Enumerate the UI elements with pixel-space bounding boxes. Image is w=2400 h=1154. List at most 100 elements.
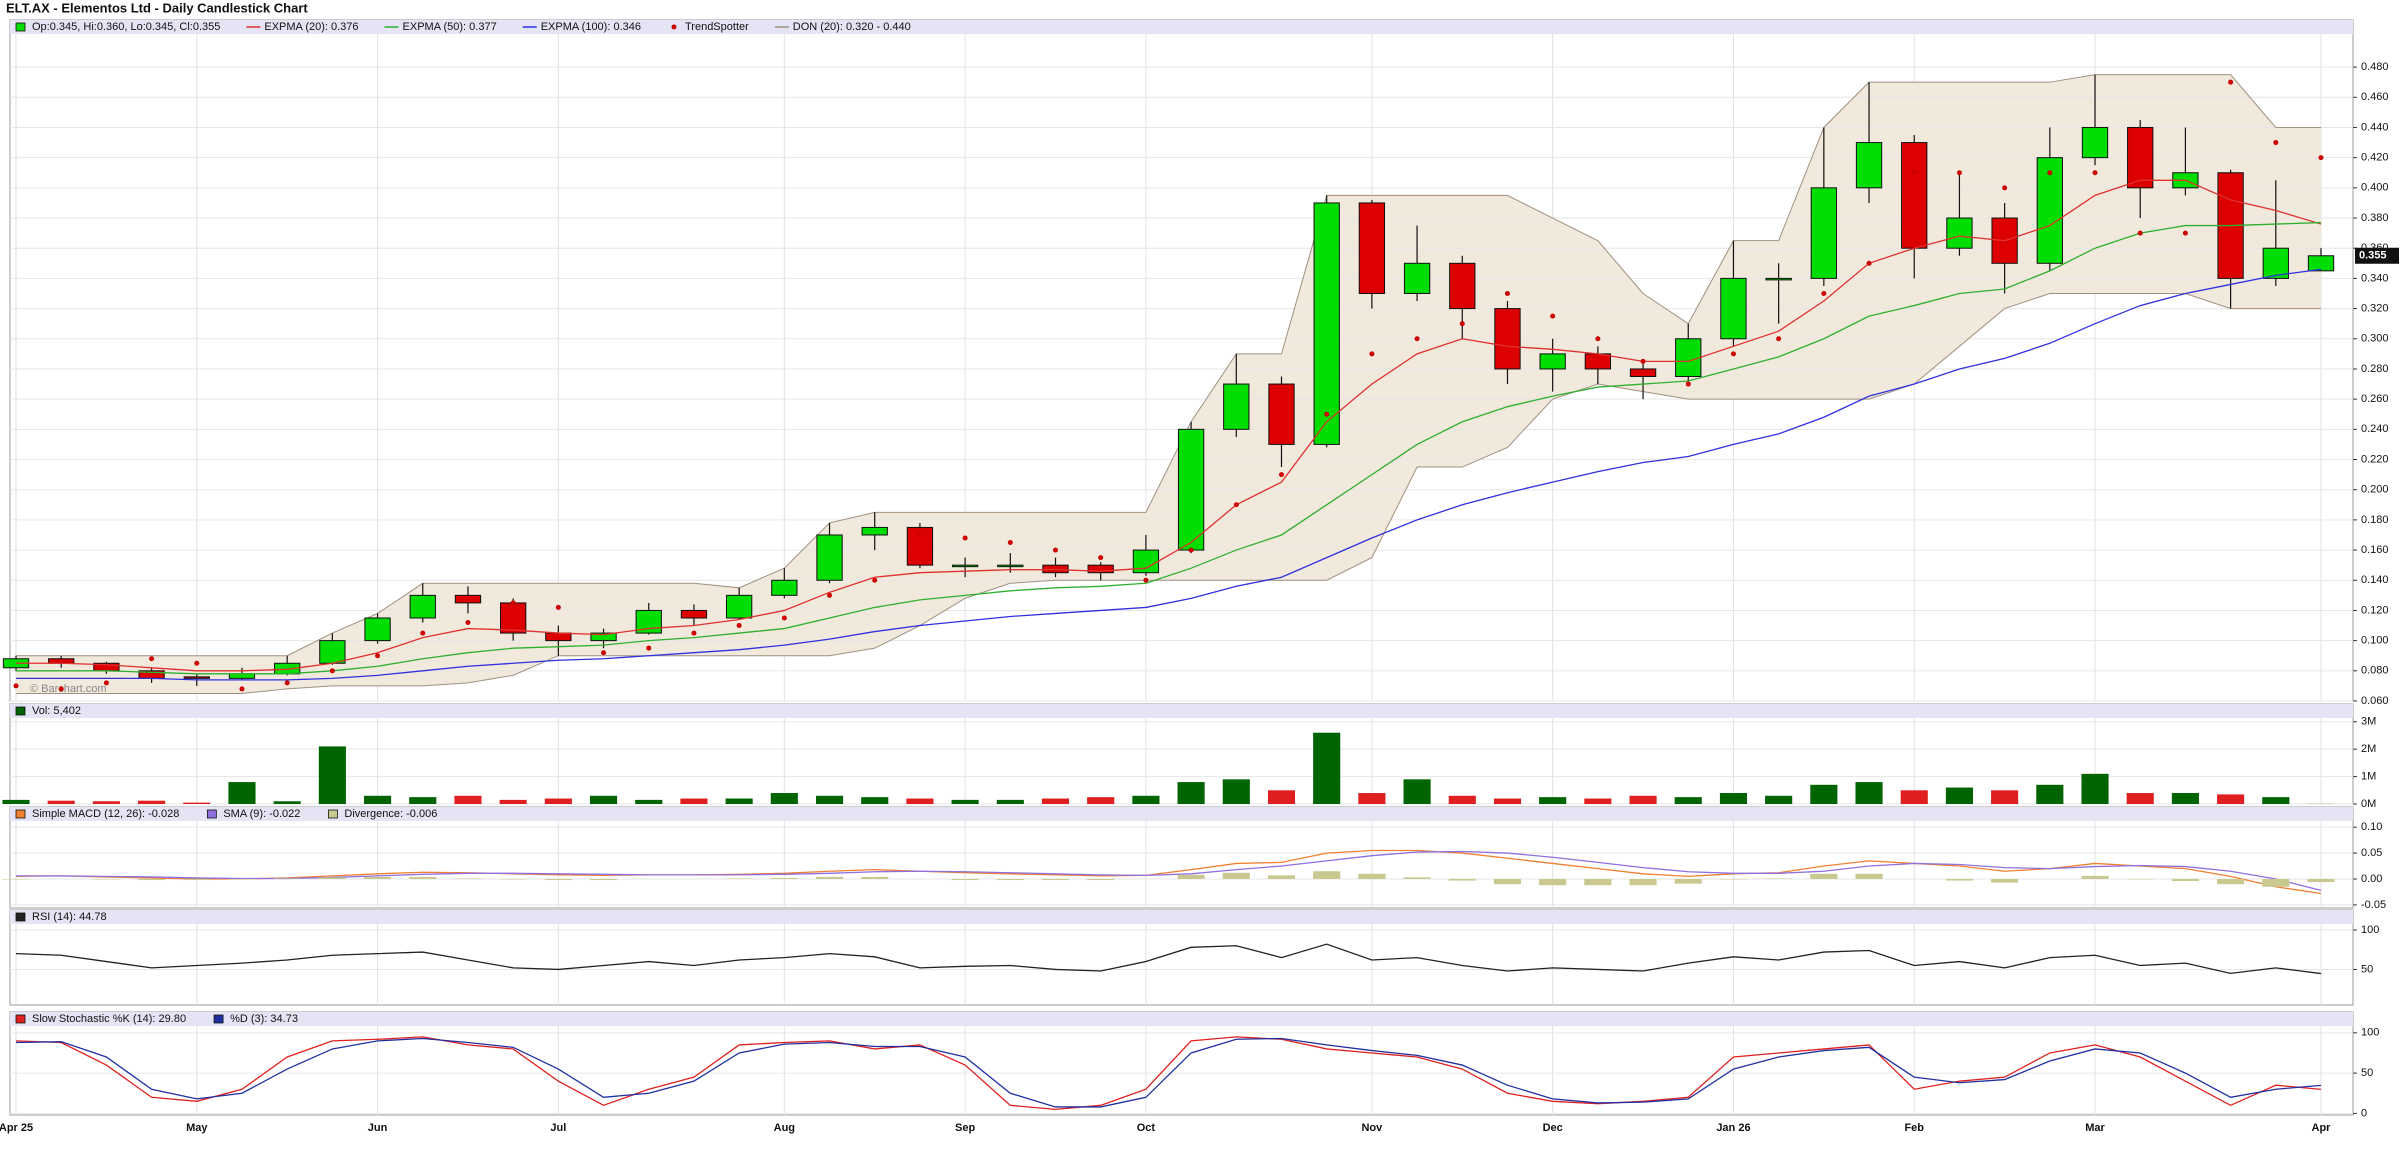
volume-bar: [1448, 795, 1476, 804]
trendspotter-dot: [1595, 336, 1601, 342]
volume-bar: [138, 800, 166, 804]
divergence-bar: [815, 876, 844, 879]
divergence-bar: [589, 878, 618, 881]
trendspotter-dot: [691, 630, 697, 636]
divergence-bar: [1945, 878, 1973, 881]
x-tick-label: Mar: [2085, 1122, 2105, 1134]
divergence-bar: [138, 878, 166, 881]
y-tick-label: 0.140: [2361, 574, 2389, 586]
trendspotter-dot: [1098, 555, 1104, 561]
volume-bar: [2262, 797, 2290, 804]
don-line: [16, 74, 2321, 657]
panel: [9, 806, 2354, 909]
x-tick-label: May: [186, 1122, 208, 1134]
legend-swatch: [671, 24, 677, 30]
volume-bar: [1222, 779, 1250, 804]
trendspotter-dot: [1324, 411, 1330, 417]
trendspotter-dot: [827, 592, 833, 598]
divergence-bar: [1991, 878, 2019, 883]
candle-body: [635, 609, 662, 634]
trendspotter-dot: [465, 620, 471, 626]
volume-bar: [2036, 784, 2064, 804]
trendspotter-dot: [2137, 230, 2143, 236]
volume-bar: [1719, 793, 1748, 804]
divergence-bar: [92, 878, 120, 880]
candle-body: [1177, 428, 1205, 551]
last-price-box: [2355, 247, 2399, 264]
volume-bar: [47, 800, 75, 804]
volume-bar: [2, 799, 30, 804]
divergence-bar: [1629, 878, 1657, 886]
x-tick-label: Apr 25: [0, 1122, 33, 1134]
y-tick-label: 0.180: [2361, 514, 2389, 526]
volume-bar: [1855, 782, 1883, 804]
line: [16, 268, 2322, 681]
divergence-bar: [1855, 873, 1883, 879]
y-tick-label: 0.280: [2361, 363, 2389, 375]
trendspotter-dot: [239, 686, 245, 692]
trendspotter-dot: [2228, 79, 2234, 85]
candle-body: [1765, 277, 1792, 281]
x-tick-label: Nov: [1361, 1122, 1383, 1134]
y-tick-label: 0.260: [2361, 393, 2389, 405]
y-tick-label: 0.220: [2361, 453, 2389, 465]
volume-bar: [770, 793, 798, 804]
y-tick-label: 0.420: [2361, 152, 2389, 164]
volume-bar: [906, 798, 934, 804]
divergence-bar: [1493, 878, 1522, 885]
volume-bar: [996, 799, 1024, 804]
line: [16, 179, 2322, 672]
legend-label: DON (20): 0.320 - 0.440: [793, 21, 911, 33]
trendspotter-dot: [194, 660, 200, 666]
y-tick-label: 0: [2361, 1107, 2367, 1119]
candle-body: [48, 658, 75, 664]
divergence-bar: [228, 878, 256, 880]
divergence-bar: [1177, 874, 1205, 879]
trendspotter-dot: [646, 645, 652, 651]
candle-body: [1449, 262, 1476, 310]
candle-body: [1720, 277, 1747, 340]
candle-body: [2081, 126, 2109, 159]
y-tick-label: 0.120: [2361, 604, 2389, 616]
legend-label: SMA (9): -0.022: [223, 808, 300, 820]
volume-bar: [409, 797, 437, 804]
volume-bar: [2081, 773, 2109, 804]
divergence-bar: [183, 878, 211, 881]
x-tick-label: Apr: [2312, 1122, 2332, 1134]
divergence-bar: [318, 877, 346, 879]
divergence-bar: [2217, 878, 2245, 885]
candle-body: [997, 564, 1024, 568]
line: [15, 849, 2322, 895]
divergence-bar: [951, 878, 979, 881]
divergence-bar: [2, 878, 30, 880]
y-tick-label: 0.380: [2361, 212, 2389, 224]
candle-body: [2127, 126, 2154, 189]
candle-body: [1629, 368, 1657, 378]
legend-bar: [10, 704, 2353, 718]
y-tick-label: 1M: [2361, 770, 2376, 782]
legend-bar: [10, 807, 2353, 821]
divergence-bar: [364, 876, 392, 879]
trendspotter-dot: [962, 535, 968, 541]
divergence-bar: [2171, 878, 2199, 882]
legend-label: Vol: 5,402: [32, 705, 81, 717]
panel: [9, 909, 2354, 1006]
trendspotter-dot: [1278, 472, 1284, 478]
x-tick-label: Jan 26: [1716, 1122, 1750, 1134]
candle-body: [1223, 383, 1250, 430]
line: [16, 850, 2322, 892]
candle-body: [680, 609, 708, 619]
legend-swatch: [15, 706, 26, 716]
y-tick-label: 0.100: [2361, 635, 2389, 647]
y-tick-label: 0.060: [2361, 695, 2389, 707]
volume-bar: [1041, 798, 1070, 804]
divergence-bar: [1584, 878, 1612, 886]
divergence-bar: [1810, 873, 1838, 879]
y-tick-label: 0.300: [2361, 333, 2389, 345]
legend-label: EXPMA (20): 0.376: [264, 21, 358, 33]
y-tick-label: 0M: [2361, 798, 2376, 810]
candle-body: [183, 676, 210, 679]
candle-body: [409, 594, 436, 619]
divergence-bar: [770, 877, 798, 879]
